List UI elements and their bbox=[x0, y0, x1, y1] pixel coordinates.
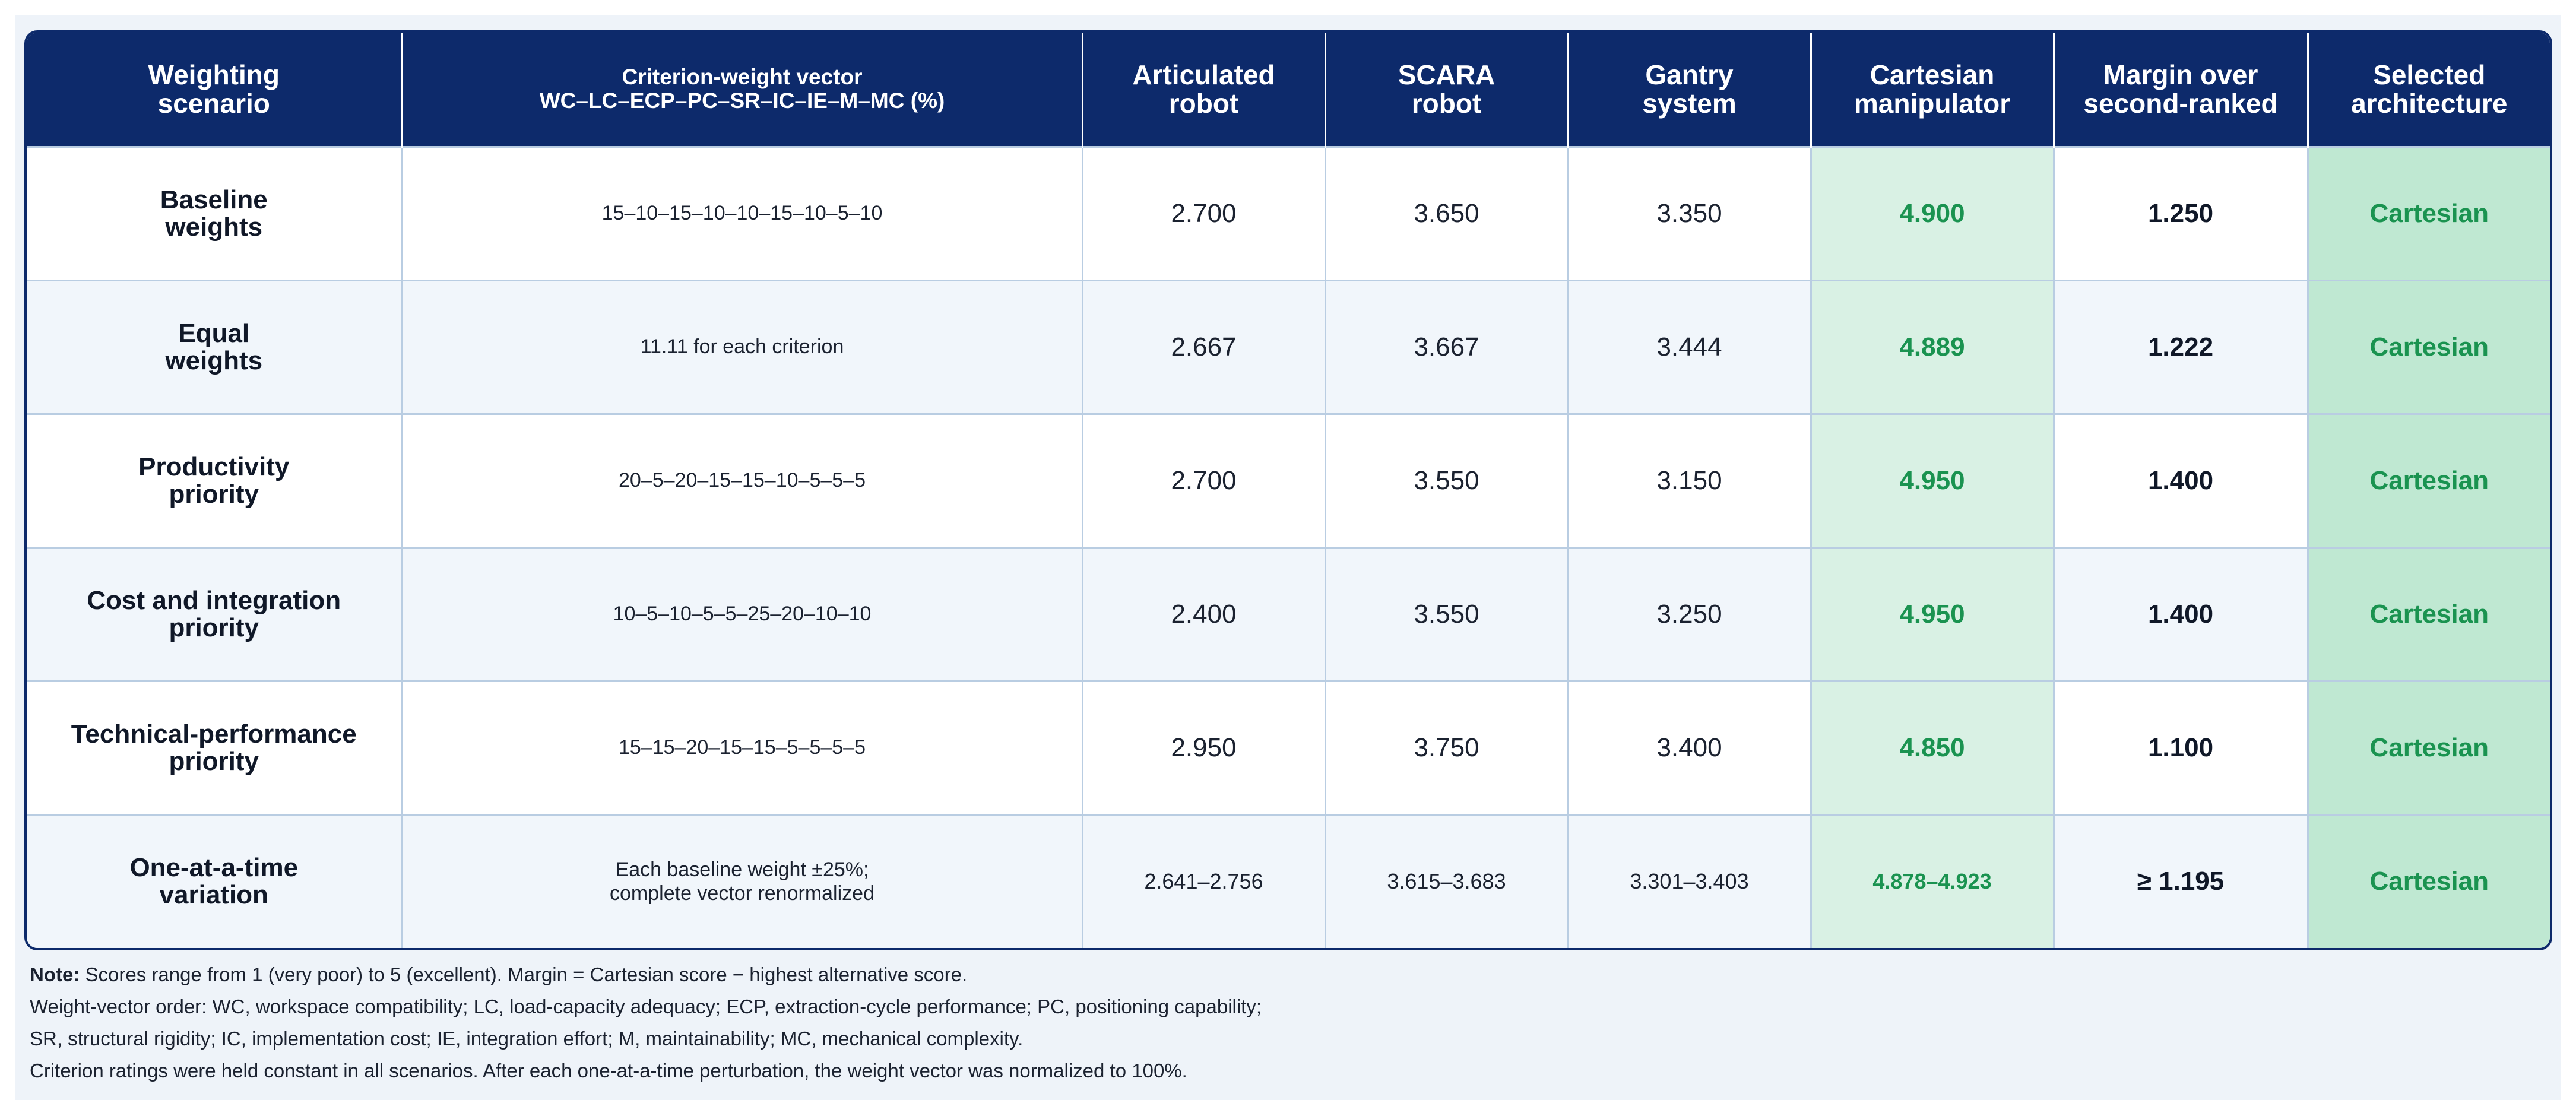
cell-articulated: 2.700 bbox=[1082, 145, 1326, 280]
header-articulated: Articulated robot bbox=[1082, 33, 1326, 147]
cell-gantry: 3.400 bbox=[1568, 680, 1812, 814]
cell-margin: 1.100 bbox=[2054, 680, 2309, 814]
table-row: Cost and integration priority 10–5–10–5–5… bbox=[27, 546, 2550, 681]
cell-articulated: 2.950 bbox=[1082, 680, 1326, 814]
cell-scara: 3.750 bbox=[1325, 680, 1569, 814]
table-row: One-at-a-time variation Each baseline wei… bbox=[27, 813, 2550, 948]
cell-weight-vector: 10–5–10–5–5–25–20–10–10 bbox=[402, 546, 1083, 681]
table-header-row: Weighting scenario Criterion-weight vecto… bbox=[27, 33, 2550, 147]
note-label: Note: bbox=[30, 963, 80, 985]
cell-cartesian: 4.889 bbox=[1811, 279, 2055, 414]
cell-gantry: 3.250 bbox=[1568, 546, 1812, 681]
cell-weight-vector: 11.11 for each criterion bbox=[402, 279, 1083, 414]
cell-margin: 1.400 bbox=[2054, 546, 2309, 681]
header-cartesian: Cartesian manipulator bbox=[1811, 33, 2055, 147]
header-gantry: Gantry system bbox=[1568, 33, 1812, 147]
cell-gantry: 3.150 bbox=[1568, 413, 1812, 547]
cell-selected: Cartesian bbox=[2308, 813, 2550, 948]
cell-cartesian: 4.900 bbox=[1811, 145, 2055, 280]
cell-gantry: 3.444 bbox=[1568, 279, 1812, 414]
cell-weight-vector: Each baseline weight ±25%; complete vecto… bbox=[402, 813, 1083, 948]
cell-selected: Cartesian bbox=[2308, 145, 2550, 280]
cell-margin: ≥ 1.195 bbox=[2054, 813, 2309, 948]
table-notes: Note: Scores range from 1 (very poor) to… bbox=[30, 959, 1262, 1087]
table-row: Equal weights 11.11 for each criterion 2.… bbox=[27, 279, 2550, 414]
note-line: SR, structural rigidity; IC, implementat… bbox=[30, 1028, 1024, 1050]
cell-articulated: 2.641–2.756 bbox=[1082, 813, 1326, 948]
cell-margin: 1.250 bbox=[2054, 145, 2309, 280]
table-row: Baseline weights 15–10–15–10–10–15–10–5–1… bbox=[27, 145, 2550, 280]
cell-scara: 3.615–3.683 bbox=[1325, 813, 1569, 948]
header-weight-vector: Criterion-weight vector WC–LC–ECP–PC–SR–I… bbox=[402, 33, 1083, 147]
cell-scenario: Equal weights bbox=[27, 279, 403, 414]
table-row: Technical-performance priority 15–15–20–1… bbox=[27, 680, 2550, 814]
cell-scenario: Technical-performance priority bbox=[27, 680, 403, 814]
cell-articulated: 2.400 bbox=[1082, 546, 1326, 681]
cell-gantry: 3.350 bbox=[1568, 145, 1812, 280]
cell-gantry: 3.301–3.403 bbox=[1568, 813, 1812, 948]
cell-scara: 3.650 bbox=[1325, 145, 1569, 280]
cell-scara: 3.550 bbox=[1325, 546, 1569, 681]
header-margin: Margin over second-ranked bbox=[2054, 33, 2309, 147]
cell-weight-vector: 15–10–15–10–10–15–10–5–10 bbox=[402, 145, 1083, 280]
note-text: Scores range from 1 (very poor) to 5 (ex… bbox=[80, 963, 968, 985]
cell-weight-vector: 15–15–20–15–15–5–5–5–5 bbox=[402, 680, 1083, 814]
cell-selected: Cartesian bbox=[2308, 546, 2550, 681]
cell-cartesian: 4.950 bbox=[1811, 413, 2055, 547]
note-line: Note: Scores range from 1 (very poor) to… bbox=[30, 959, 1262, 991]
cell-scara: 3.667 bbox=[1325, 279, 1569, 414]
cell-articulated: 2.700 bbox=[1082, 413, 1326, 547]
header-scara: SCARA robot bbox=[1325, 33, 1569, 147]
sensitivity-table: Weighting scenario Criterion-weight vecto… bbox=[27, 33, 2550, 948]
cell-margin: 1.400 bbox=[2054, 413, 2309, 547]
cell-scara: 3.550 bbox=[1325, 413, 1569, 547]
cell-scenario: Baseline weights bbox=[27, 145, 403, 280]
cell-weight-vector: 20–5–20–15–15–10–5–5–5 bbox=[402, 413, 1083, 547]
table-panel: Weighting scenario Criterion-weight vecto… bbox=[15, 15, 2561, 1100]
cell-selected: Cartesian bbox=[2308, 279, 2550, 414]
header-scenario: Weighting scenario bbox=[27, 33, 403, 147]
cell-scenario: Cost and integration priority bbox=[27, 546, 403, 681]
cell-cartesian: 4.850 bbox=[1811, 680, 2055, 814]
note-line: Weight-vector order: WC, workspace compa… bbox=[30, 995, 1262, 1017]
results-table-frame: Weighting scenario Criterion-weight vecto… bbox=[24, 30, 2552, 950]
table-row: Productivity priority 20–5–20–15–15–10–5–… bbox=[27, 413, 2550, 547]
cell-articulated: 2.667 bbox=[1082, 279, 1326, 414]
cell-scenario: Productivity priority bbox=[27, 413, 403, 547]
cell-selected: Cartesian bbox=[2308, 680, 2550, 814]
header-selected: Selected architecture bbox=[2308, 33, 2550, 147]
cell-margin: 1.222 bbox=[2054, 279, 2309, 414]
cell-scenario: One-at-a-time variation bbox=[27, 813, 403, 948]
cell-cartesian: 4.878–4.923 bbox=[1811, 813, 2055, 948]
note-line: Criterion ratings were held constant in … bbox=[30, 1060, 1187, 1082]
cell-selected: Cartesian bbox=[2308, 413, 2550, 547]
cell-cartesian: 4.950 bbox=[1811, 546, 2055, 681]
